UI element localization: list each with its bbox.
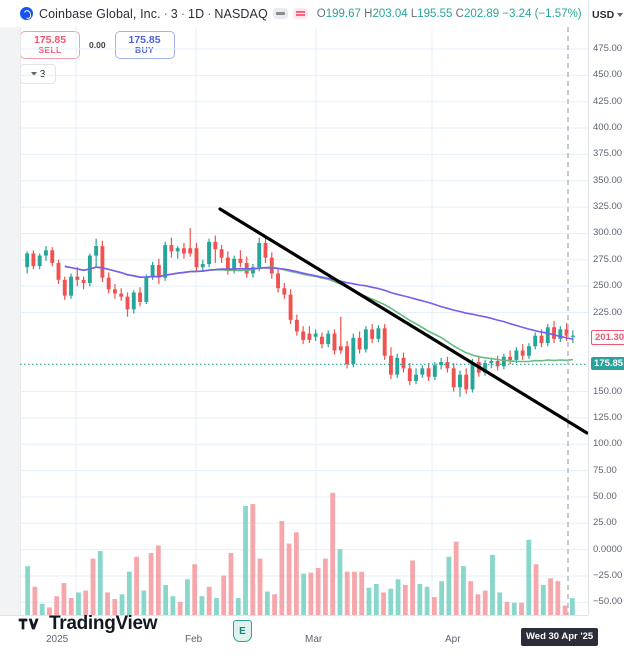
price-tick: 275.00 xyxy=(593,253,623,265)
price-tick: 0.0000 xyxy=(593,543,623,555)
trade-panel: 175.85 SELL 0.00 175.85 BUY xyxy=(20,31,175,59)
chart-header: Coinbase Global, Inc. · 3 · 1D · NASDAQ … xyxy=(0,0,624,27)
indicator-icon[interactable] xyxy=(292,8,308,19)
time-tick: Apr xyxy=(445,634,461,645)
candle-style-icon[interactable] xyxy=(272,8,288,19)
buy-price: 175.85 xyxy=(128,34,161,47)
price-tick: 400.00 xyxy=(593,122,623,134)
high-value: 203.04 xyxy=(372,7,408,20)
currency-selector[interactable]: USD xyxy=(592,9,624,21)
header-separator-2: · xyxy=(180,6,186,21)
last-price-label: 175.85 xyxy=(591,357,624,371)
price-tick: 350.00 xyxy=(593,174,623,186)
price-tick: 150.00 xyxy=(593,385,623,397)
high-key: H xyxy=(364,7,373,20)
low-value: 195.55 xyxy=(417,7,453,20)
chart-plot-area[interactable] xyxy=(20,27,588,615)
price-tick: −25.00 xyxy=(593,570,623,581)
time-scale[interactable]: 2025 Feb Mar Apr Wed 30 Apr '25 xyxy=(0,615,599,665)
price-tick: 325.00 xyxy=(593,201,623,213)
low-key: L xyxy=(410,7,418,20)
time-tick: Feb xyxy=(185,634,203,645)
open-key: O xyxy=(316,7,326,20)
current-date-badge: Wed 30 Apr '25 xyxy=(521,628,599,646)
resolution-value[interactable]: 1D xyxy=(188,6,205,21)
tradingview-watermark: TradingView xyxy=(18,613,158,635)
change-value: −3.24 xyxy=(502,7,532,20)
price-tick: 475.00 xyxy=(593,43,623,54)
sell-button[interactable]: 175.85 SELL xyxy=(20,31,80,59)
sell-price: 175.85 xyxy=(33,34,67,47)
price-tick: 375.00 xyxy=(593,148,623,160)
price-tick: −50.00 xyxy=(593,596,623,608)
tradingview-wordmark: TradingView xyxy=(49,613,158,634)
buy-button[interactable]: 175.85 BUY xyxy=(114,31,175,59)
chevron-down-icon xyxy=(617,13,624,17)
price-tick: 425.00 xyxy=(593,95,623,107)
left-gutter xyxy=(0,27,21,615)
price-tick: 300.00 xyxy=(593,227,623,239)
sell-label: SELL xyxy=(38,45,62,56)
quantity-value: 3 xyxy=(39,68,46,80)
price-tick: 25.00 xyxy=(593,517,617,529)
time-tick: Mar xyxy=(305,634,323,645)
chevron-down-icon xyxy=(30,72,37,76)
price-tick: 450.00 xyxy=(593,69,623,81)
price-volume-chart xyxy=(20,27,588,615)
buy-label: BUY xyxy=(134,45,155,56)
currency-label: USD xyxy=(592,9,615,21)
price-tick: 100.00 xyxy=(593,438,623,450)
header-separator-1: · xyxy=(163,6,168,21)
interval-value[interactable]: 3 xyxy=(170,6,178,21)
tradingview-logo-icon xyxy=(18,617,42,631)
price-tick: 75.00 xyxy=(593,464,617,476)
price-tick: 250.00 xyxy=(593,280,623,292)
spread-value: 0.00 xyxy=(89,40,106,50)
ask-price-label: 201.30 xyxy=(591,330,624,346)
open-value: 199.67 xyxy=(325,7,361,20)
time-tick: 2025 xyxy=(46,634,69,645)
header-separator-3: · xyxy=(207,6,212,21)
change-percent: (−1.57%) xyxy=(534,7,582,20)
coinbase-logo-icon xyxy=(20,7,33,20)
earnings-marker[interactable]: E xyxy=(233,620,252,642)
price-tick: 125.00 xyxy=(593,411,623,423)
close-value: 202.89 xyxy=(463,7,500,20)
price-tick: 50.00 xyxy=(593,490,617,502)
ohlc-legend: O199.67 H203.04 L195.55 C202.89 −3.24 (−… xyxy=(317,8,582,20)
price-scale[interactable]: USD 475.00 450.00 425.00 400.00 375.00 350.00… xyxy=(588,0,624,615)
symbol-name[interactable]: Coinbase Global, Inc. xyxy=(39,6,161,21)
close-key: C xyxy=(455,7,464,20)
exchange-name[interactable]: NASDAQ xyxy=(214,6,268,21)
price-tick: 225.00 xyxy=(593,306,623,318)
